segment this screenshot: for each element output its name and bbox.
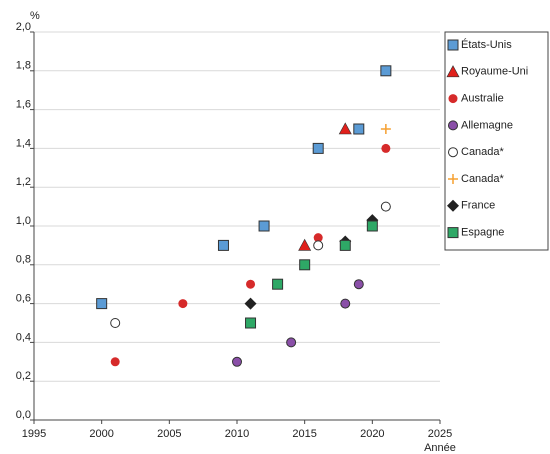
marker-circle <box>178 299 188 309</box>
legend-label: France <box>461 200 495 212</box>
y-tick-label: 0,6 <box>16 293 31 305</box>
marker-circle <box>313 233 323 243</box>
marker-square <box>339 239 351 251</box>
legend-marker <box>448 174 458 184</box>
y-tick-label: 2,0 <box>16 21 31 33</box>
y-tick-label: 1,0 <box>16 215 31 227</box>
legend-marker <box>447 199 459 212</box>
marker-square <box>380 65 392 77</box>
y-tick-label: 1,4 <box>16 137 31 149</box>
marker-square <box>96 298 108 310</box>
legend-label: Royaume-Uni <box>461 66 528 78</box>
marker-square <box>272 278 284 290</box>
x-tick-label: 2005 <box>157 428 181 440</box>
marker-circle <box>110 318 121 328</box>
legend-label: États-Unis <box>461 38 512 51</box>
y-tick-label: 1,8 <box>16 60 31 72</box>
x-axis-label: Année <box>424 442 456 454</box>
legend-box <box>444 31 549 251</box>
marker-square <box>366 220 378 232</box>
marker-square <box>353 123 365 135</box>
legend-marker <box>446 65 460 78</box>
marker-square <box>245 317 257 329</box>
marker-circle <box>232 356 242 367</box>
marker-circle <box>286 337 297 348</box>
legend-label: Canada* <box>461 173 505 185</box>
marker-circle <box>246 279 256 289</box>
x-tick-label: 2015 <box>292 428 316 440</box>
legend-marker <box>448 147 458 158</box>
legend-marker <box>447 227 459 239</box>
marker-square <box>258 220 270 232</box>
legend-marker <box>448 94 458 104</box>
legend-label: Espagne <box>461 227 504 239</box>
x-tick-label: 2010 <box>225 428 249 440</box>
legend-label: Allemagne <box>461 119 513 131</box>
marker-triangle <box>298 238 312 251</box>
y-tick-label: 1,2 <box>16 176 31 188</box>
legend-label: Canada* <box>461 146 505 158</box>
marker-square <box>299 259 311 271</box>
marker-circle <box>353 279 364 290</box>
legend-marker <box>448 120 458 131</box>
x-tick-label: 1995 <box>22 428 46 440</box>
legend-label: Australie <box>461 93 504 105</box>
marker-circle <box>340 298 351 309</box>
x-tick-label: 2020 <box>360 428 384 440</box>
y-tick-label: 0,8 <box>16 254 31 266</box>
y-tick-label: 0,4 <box>16 331 31 343</box>
x-tick-label: 2025 <box>428 428 452 440</box>
marker-circle <box>381 143 391 153</box>
y-tick-label: 1,6 <box>16 99 31 111</box>
marker-circle <box>313 240 324 251</box>
y-tick-label: 0,2 <box>16 370 31 382</box>
marker-circle <box>380 201 391 212</box>
legend-marker <box>447 39 459 51</box>
x-tick-label: 2000 <box>89 428 113 440</box>
marker-diamond <box>244 297 257 310</box>
y-axis-label: % <box>30 10 40 22</box>
marker-square <box>217 239 229 251</box>
y-tick-label: 0,0 <box>16 409 31 421</box>
marker-square <box>312 142 324 154</box>
marker-circle <box>110 357 120 367</box>
marker-triangle <box>338 122 352 135</box>
marker-plus <box>380 124 391 134</box>
